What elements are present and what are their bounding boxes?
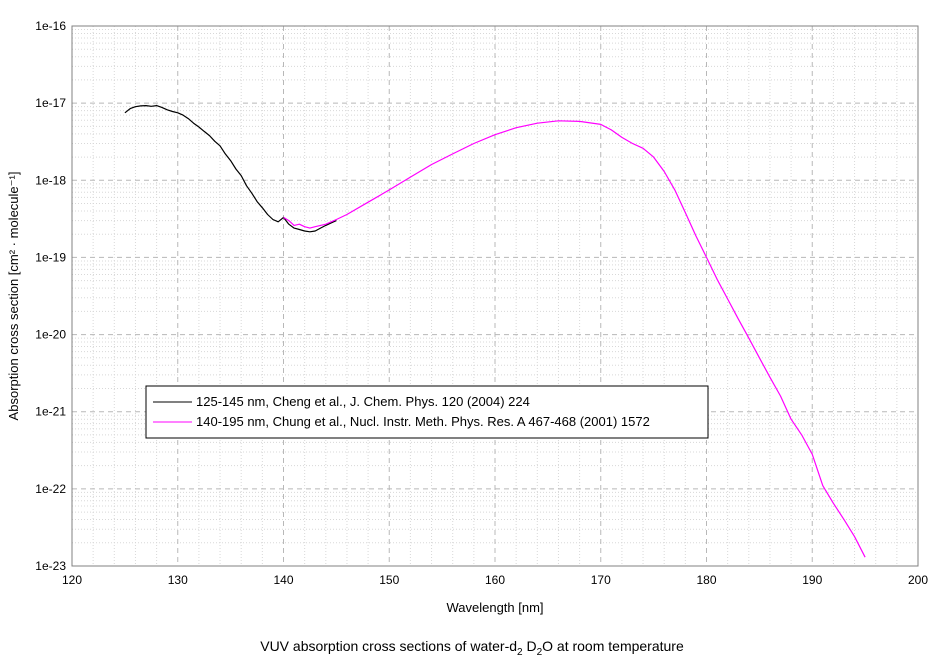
x-tick-label: 140	[273, 573, 293, 587]
x-tick-label: 120	[62, 573, 82, 587]
x-tick-label: 190	[802, 573, 822, 587]
x-tick-label: 200	[908, 573, 928, 587]
x-tick-label: 170	[591, 573, 611, 587]
y-tick-label: 1e-19	[35, 250, 66, 264]
major-grid	[72, 26, 918, 566]
y-tick-label: 1e-17	[35, 96, 66, 110]
x-tick-labels: 120 130 140 150 160 170 180 190 200	[62, 573, 928, 587]
legend: 125-145 nm, Cheng et al., J. Chem. Phys.…	[145, 385, 709, 439]
x-tick-label: 180	[696, 573, 716, 587]
x-tick-label: 130	[168, 573, 188, 587]
y-tick-label: 1e-21	[35, 405, 66, 419]
y-tick-label: 1e-23	[35, 559, 66, 573]
legend-box	[145, 385, 709, 439]
y-tick-label: 1e-22	[35, 482, 66, 496]
y-tick-labels: 1e-23 1e-22 1e-21 1e-20 1e-19 1e-18 1e-17 1e-16	[35, 19, 66, 573]
series-layer	[124, 104, 866, 558]
x-axis-title: Wavelength [nm]	[446, 600, 543, 615]
y-tick-label: 1e-20	[35, 328, 66, 342]
y-tick-label: 1e-18	[35, 173, 66, 187]
legend-label-chung: 140-195 nm, Chung et al., Nucl. Instr. M…	[196, 414, 650, 429]
caption-subscript: 2	[536, 646, 543, 658]
series-line-chung	[283, 120, 866, 558]
x-tick-label: 160	[485, 573, 505, 587]
y-tick-label: 1e-16	[35, 19, 66, 33]
x-tick-label: 150	[379, 573, 399, 587]
legend-label-cheng: 125-145 nm, Cheng et al., J. Chem. Phys.…	[196, 394, 530, 409]
plot-frame	[71, 25, 919, 567]
series-line-cheng	[124, 104, 337, 233]
y-axis-title: Absorption cross section [cm² · molecule…	[6, 172, 21, 421]
caption-text: O at room temperature	[542, 638, 684, 654]
figure-caption: VUV absorption cross sections of water-d…	[0, 638, 944, 658]
caption-text: VUV absorption cross sections of water-d	[260, 638, 518, 654]
caption-text: D	[522, 638, 537, 654]
caption-subscript: 2	[517, 646, 523, 658]
